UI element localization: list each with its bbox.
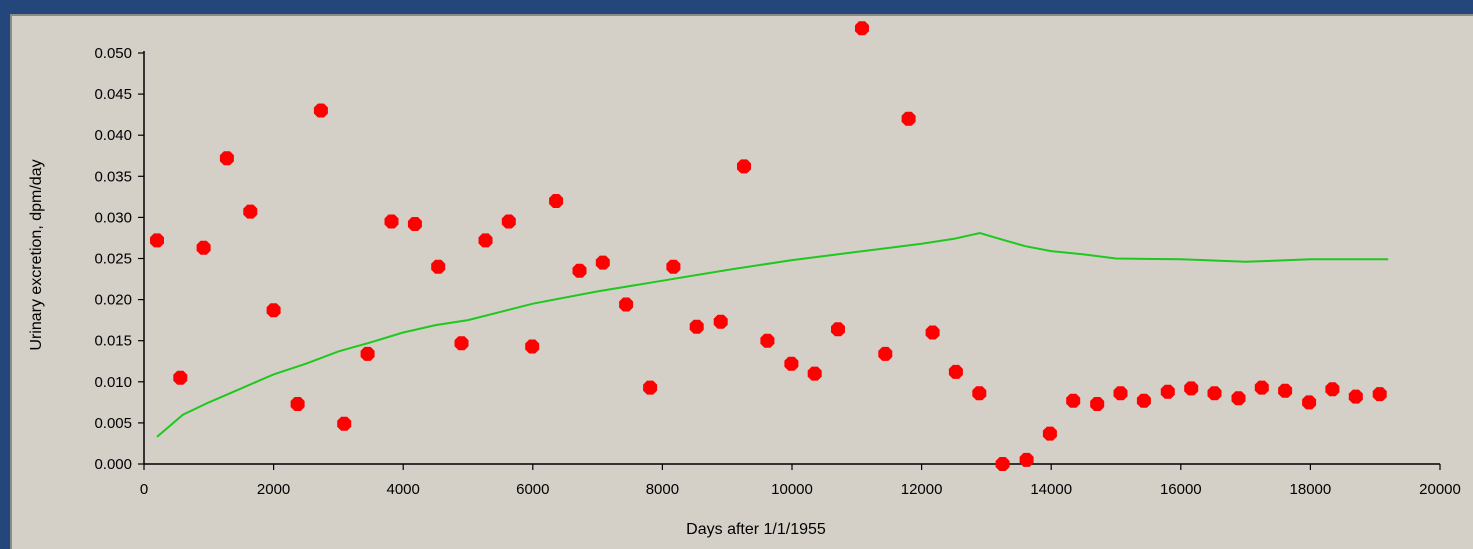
data-point: [1348, 389, 1363, 404]
x-tick-label: 10000: [771, 481, 813, 498]
x-tick-label: 20000: [1419, 481, 1461, 498]
x-tick-label: 14000: [1030, 481, 1072, 498]
y-tick-label: 0.025: [94, 251, 132, 268]
data-point: [243, 204, 258, 219]
x-tick-label: 4000: [387, 481, 420, 498]
data-point: [666, 259, 681, 274]
data-point: [431, 259, 446, 274]
data-point: [1160, 384, 1175, 399]
x-tick-label: 16000: [1160, 481, 1202, 498]
data-point: [1090, 397, 1105, 411]
data-point: [925, 325, 940, 340]
data-point: [478, 233, 493, 248]
x-tick-label: 6000: [516, 481, 549, 498]
data-point: [855, 21, 869, 36]
data-point: [948, 364, 963, 379]
data-point: [1066, 393, 1081, 408]
data-point: [1113, 386, 1128, 401]
data-point: [643, 380, 658, 395]
data-point: [619, 297, 634, 312]
y-tick-label: 0.045: [94, 86, 132, 103]
x-tick-label: 0: [140, 481, 148, 498]
data-point: [1278, 383, 1293, 398]
data-point: [219, 151, 234, 166]
data-point: [196, 240, 211, 255]
y-tick-label: 0.000: [94, 456, 132, 473]
data-point: [572, 263, 587, 278]
data-point: [501, 214, 516, 229]
data-points-series: [150, 21, 1387, 471]
data-point: [1136, 393, 1151, 408]
y-tick-label: 0.050: [94, 45, 132, 62]
data-point: [173, 370, 188, 385]
data-point: [454, 336, 469, 351]
data-point: [1372, 387, 1387, 402]
data-point: [1325, 382, 1340, 397]
x-axis-title: Days after 1/1/1955: [686, 521, 826, 538]
fit-line-series: [156, 231, 1389, 438]
y-axis-ticks: 0.000 0.005 0.010 0.015 0.020 0.025 0.030 0.035…: [94, 45, 144, 473]
data-point: [995, 457, 1010, 471]
data-point: [290, 397, 305, 411]
data-point: [713, 314, 728, 329]
chart-panel: [10, 14, 1473, 549]
data-point: [878, 346, 893, 361]
data-point: [807, 366, 822, 381]
y-tick-label: 0.005: [94, 415, 132, 432]
x-axis-ticks: 0 2000 4000 6000 8000 10000 12000 14000 16000 180…: [140, 464, 1461, 498]
data-point: [1254, 380, 1269, 395]
data-point: [1207, 386, 1222, 401]
y-tick-label: 0.040: [94, 127, 132, 144]
data-point: [737, 159, 751, 174]
x-tick-label: 12000: [901, 481, 943, 498]
x-tick-label: 18000: [1290, 481, 1332, 498]
y-tick-label: 0.020: [94, 292, 132, 309]
data-point: [549, 194, 564, 208]
x-tick-label: 8000: [646, 481, 679, 498]
y-tick-label: 0.035: [94, 168, 132, 185]
y-tick-label: 0.015: [94, 333, 132, 350]
data-point: [784, 356, 799, 371]
data-point: [1302, 395, 1317, 410]
y-tick-label: 0.030: [94, 209, 132, 226]
data-point: [1019, 452, 1034, 467]
data-point: [972, 386, 987, 401]
data-point: [689, 319, 704, 334]
data-point: [901, 111, 916, 126]
data-point: [266, 303, 281, 318]
data-point: [1042, 426, 1057, 441]
y-axis-title: Urinary excretion, dpm/day: [28, 159, 45, 350]
data-point: [831, 322, 845, 337]
data-point: [313, 103, 328, 118]
data-point: [407, 217, 422, 231]
axes: [143, 51, 1440, 465]
data-point: [360, 346, 375, 361]
data-point: [595, 255, 610, 270]
data-point: [384, 214, 399, 229]
x-tick-label: 2000: [257, 481, 290, 498]
data-point: [337, 416, 352, 431]
data-point: [150, 233, 164, 248]
fit-line: [156, 231, 1389, 438]
data-point: [1184, 381, 1199, 396]
y-tick-label: 0.010: [94, 374, 132, 391]
data-point: [1231, 391, 1246, 406]
data-point: [525, 339, 540, 354]
data-point: [760, 333, 775, 348]
